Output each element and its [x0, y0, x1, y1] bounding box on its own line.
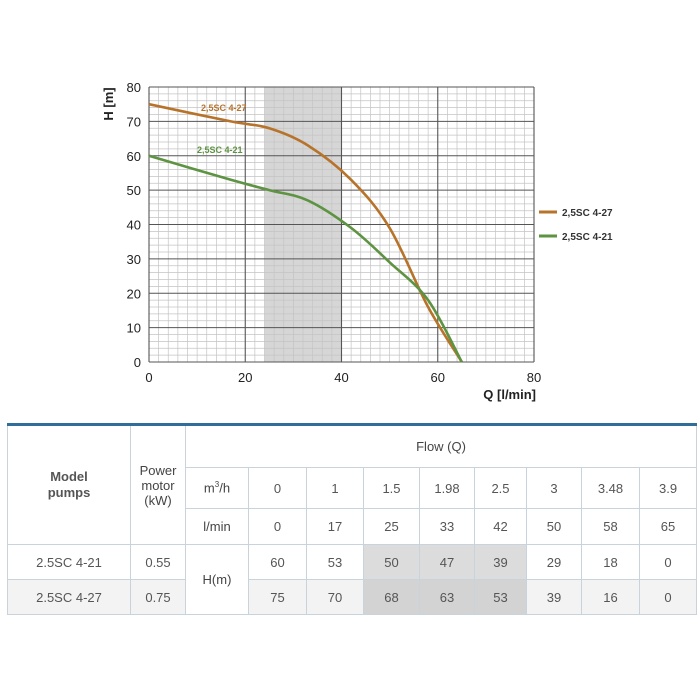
- m3h-value: 1.5: [363, 467, 420, 509]
- series-label: 2,5SC 4-27: [201, 103, 247, 113]
- motor-power: 0.75: [130, 579, 186, 615]
- pump-spec-table: Model pumps Power motor (kW) Flow (Q) m3/h …: [7, 423, 698, 615]
- y-tick-label: 30: [127, 252, 141, 267]
- m3h-value: 1.98: [419, 467, 475, 509]
- m3h-value: 2.5: [474, 467, 527, 509]
- m3h-value: 1: [306, 467, 364, 509]
- pump-curve-chart: 2,5SC 4-27 2,5SC 4-21 0 20 40 60 80 0 10 20 30 40…: [101, 80, 613, 402]
- grid-major: [148, 86, 535, 363]
- unit-lmin: l/min: [185, 508, 249, 545]
- series-label: 2,5SC 4-21: [197, 145, 243, 155]
- table-row: 2.5SC 4-21 0.55 H(m) 60 53 50 47 39 29 1…: [7, 544, 698, 615]
- flow-header: Flow (Q): [184, 423, 698, 468]
- x-tick-label: 80: [527, 370, 541, 385]
- head-value: 70: [306, 579, 364, 615]
- y-tick-label: 60: [127, 149, 141, 164]
- model-name: 2.5SC 4-27: [7, 579, 131, 615]
- table-row: 2.5SC 4-27 0.75 75 70 68 63 53 39 16 0: [7, 579, 698, 615]
- x-tick-label: 40: [334, 370, 348, 385]
- y-tick-label: 80: [127, 80, 141, 95]
- y-tick-label: 0: [134, 355, 141, 370]
- legend: 2,5SC 4-27 2,5SC 4-21: [539, 208, 613, 243]
- x-tick-label: 20: [238, 370, 252, 385]
- lmin-value: 0: [248, 508, 307, 545]
- power-motor-header: Power motor (kW): [130, 423, 186, 545]
- m3h-value: 0: [248, 467, 307, 509]
- y-tick-label: 10: [127, 321, 141, 336]
- head-value: 53: [474, 579, 527, 615]
- unit-m3h: m3/h: [185, 467, 249, 509]
- head-value: 0: [638, 544, 698, 580]
- motor-power: 0.55: [130, 544, 186, 580]
- head-value: 60: [248, 544, 307, 580]
- head-value: 0: [638, 579, 698, 615]
- model-name: 2.5SC 4-21: [7, 544, 131, 580]
- head-value: 63: [419, 579, 475, 615]
- legend-entry: 2,5SC 4-21: [562, 232, 613, 243]
- model-pumps-header: Model pumps: [7, 423, 131, 545]
- x-tick-label: 0: [145, 370, 152, 385]
- head-label: H(m): [185, 544, 249, 615]
- lmin-value: 17: [306, 508, 364, 545]
- legend-entry: 2,5SC 4-27: [562, 208, 613, 219]
- y-tick-label: 50: [127, 183, 141, 198]
- y-axis-label: H [m]: [101, 87, 116, 120]
- x-axis-ticks: 0 20 40 60 80: [145, 370, 541, 385]
- head-value: 47: [419, 544, 475, 580]
- head-value: 16: [581, 579, 640, 615]
- m3h-value: 3: [526, 467, 582, 509]
- lmin-value: 50: [526, 508, 582, 545]
- head-value: 53: [306, 544, 364, 580]
- lmin-value: 58: [581, 508, 640, 545]
- head-value: 29: [526, 544, 582, 580]
- lmin-value: 42: [474, 508, 527, 545]
- y-tick-label: 40: [127, 218, 141, 233]
- x-axis-label: Q [l/min]: [483, 387, 536, 402]
- head-value: 50: [363, 544, 420, 580]
- series-line: [148, 102, 463, 363]
- m3h-value: 3.9: [638, 467, 698, 509]
- x-tick-label: 60: [431, 370, 445, 385]
- m3h-value: 3.48: [581, 467, 640, 509]
- series-line: [148, 154, 463, 363]
- y-tick-label: 70: [127, 114, 141, 129]
- lmin-row: l/min 0 17 25 33 42 50 58 65: [8, 508, 698, 545]
- head-value: 39: [526, 579, 582, 615]
- y-tick-label: 20: [127, 286, 141, 301]
- head-value: 75: [248, 579, 307, 615]
- lmin-value: 33: [419, 508, 475, 545]
- y-axis-ticks: 0 10 20 30 40 50 60 70 80: [127, 80, 141, 370]
- head-value: 39: [474, 544, 527, 580]
- head-value: 18: [581, 544, 640, 580]
- lmin-value: 25: [363, 508, 420, 545]
- series-group: 2,5SC 4-27 2,5SC 4-21: [148, 102, 463, 363]
- lmin-value: 65: [638, 508, 698, 545]
- head-value: 68: [363, 579, 420, 615]
